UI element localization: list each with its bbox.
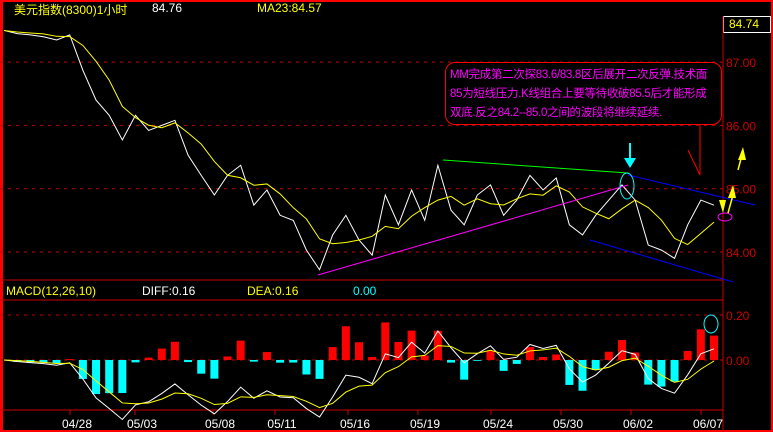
macd-histogram-bar (696, 329, 705, 360)
macd-histogram-bar (407, 330, 416, 360)
highlight-circle (619, 172, 635, 200)
macd-histogram-bar (328, 347, 337, 360)
ma-line (3, 29, 715, 246)
macd-histogram-bar (144, 357, 153, 360)
price-tick-label: 84.00 (726, 246, 756, 260)
ma-readout: MA23:84.57 (257, 1, 322, 15)
macd-histogram-bar (525, 347, 534, 360)
x-tick-label: 04/28 (62, 417, 92, 431)
macd-histogram-bar (289, 360, 298, 363)
macd-histogram-bar (473, 360, 482, 361)
highlight-circle (717, 212, 733, 222)
instrument-title: 美元指数(8300)1小时 (14, 3, 128, 17)
macd-histogram-bar (131, 360, 140, 363)
macd-histogram-bar (302, 360, 311, 375)
macd-histogram-bar (381, 322, 390, 360)
price-tick-label: 87.00 (726, 56, 756, 70)
resistance-trendline (442, 159, 629, 174)
macd-histogram-bar (604, 351, 613, 360)
macd-histogram-bar (670, 360, 679, 382)
macd-histogram-bar (368, 357, 377, 360)
macd-histogram-bar (631, 352, 640, 360)
macd-histogram-bar (644, 360, 653, 385)
macd-histogram-bar (539, 357, 548, 360)
macd-histogram-bar (486, 351, 495, 360)
macd-histogram-bar (249, 360, 258, 362)
macd-histogram-bar (105, 360, 114, 394)
x-tick-label: 05/24 (483, 417, 513, 431)
macd-histogram-bar (617, 340, 626, 360)
macd-histogram-bar (355, 342, 363, 360)
channel-lower-line (589, 239, 734, 283)
macd-histogram-bar (447, 360, 456, 363)
macd-histogram-bar (197, 360, 206, 374)
note-pointer (687, 125, 701, 176)
x-tick-label: 05/11 (267, 417, 296, 431)
macd-histogram-bar (92, 360, 101, 395)
macd-histogram-bar (710, 335, 718, 360)
macd-histogram-bar (223, 356, 232, 360)
channel-upper-line (627, 174, 756, 206)
macd-histogram-bar (157, 348, 166, 360)
macd-histogram-bar (460, 360, 469, 380)
support-trendline (317, 184, 629, 276)
macd-histogram-bar (276, 360, 285, 363)
x-tick-label: 05/19 (410, 417, 440, 431)
highlight-circle (703, 314, 719, 334)
down-arrow-icon (719, 200, 726, 213)
macd-histogram-bar (578, 360, 587, 391)
dea-readout: DEA:0.16 (247, 284, 299, 298)
price-tick-label: 86.00 (726, 119, 756, 133)
macd-histogram-bar (394, 341, 403, 360)
macd-histogram-bar (499, 360, 508, 371)
diff-line (3, 330, 715, 421)
macd-histogram-bar (118, 360, 127, 394)
analysis-note: MM完成第二次探83.6/83.8区后展开二次反弹.技术面85为短线压力.K线组… (445, 62, 722, 125)
macd-histogram-bar (552, 354, 561, 360)
macd-histogram-bar (52, 360, 61, 364)
macd-histogram-bar (315, 360, 324, 379)
macd-histogram-bar (565, 360, 574, 385)
x-tick-label: 05/03 (127, 417, 157, 431)
macd-histogram-bar (420, 355, 429, 360)
x-tick-label: 05/16 (340, 417, 370, 431)
macd-histogram-bar (210, 360, 219, 379)
macd-histogram-bar (341, 326, 350, 360)
macd-histogram-bar (170, 341, 179, 360)
x-tick-label: 05/30 (553, 417, 583, 431)
macd-label: MACD(12,26,10) (6, 284, 97, 298)
x-tick-label: 05/08 (205, 417, 235, 431)
up-arrow-icon (728, 185, 736, 198)
macd-tick-label: 0.20 (726, 309, 750, 323)
macd-histogram-bar (683, 350, 692, 360)
current-price: 84.76 (152, 1, 183, 15)
macd-tick-label: 0.00 (726, 354, 750, 368)
macd-histogram-bar (512, 360, 521, 364)
x-tick-label: 06/02 (623, 417, 653, 431)
macd-readout: 0.00 (353, 284, 377, 298)
dea-line (3, 345, 715, 409)
down-arrow-icon (624, 158, 636, 168)
macd-histogram-bar (657, 360, 666, 387)
macd-histogram-bar (39, 360, 48, 363)
macd-histogram-bar (591, 360, 600, 371)
diff-readout: DIFF:0.16 (142, 284, 196, 298)
macd-histogram-bar (236, 340, 245, 360)
macd-histogram-bar (262, 352, 271, 360)
up-arrow-icon (738, 147, 746, 160)
x-tick-label: 06/07 (693, 417, 723, 431)
macd-histogram-bar (184, 360, 193, 363)
macd-histogram-bar (65, 359, 74, 360)
